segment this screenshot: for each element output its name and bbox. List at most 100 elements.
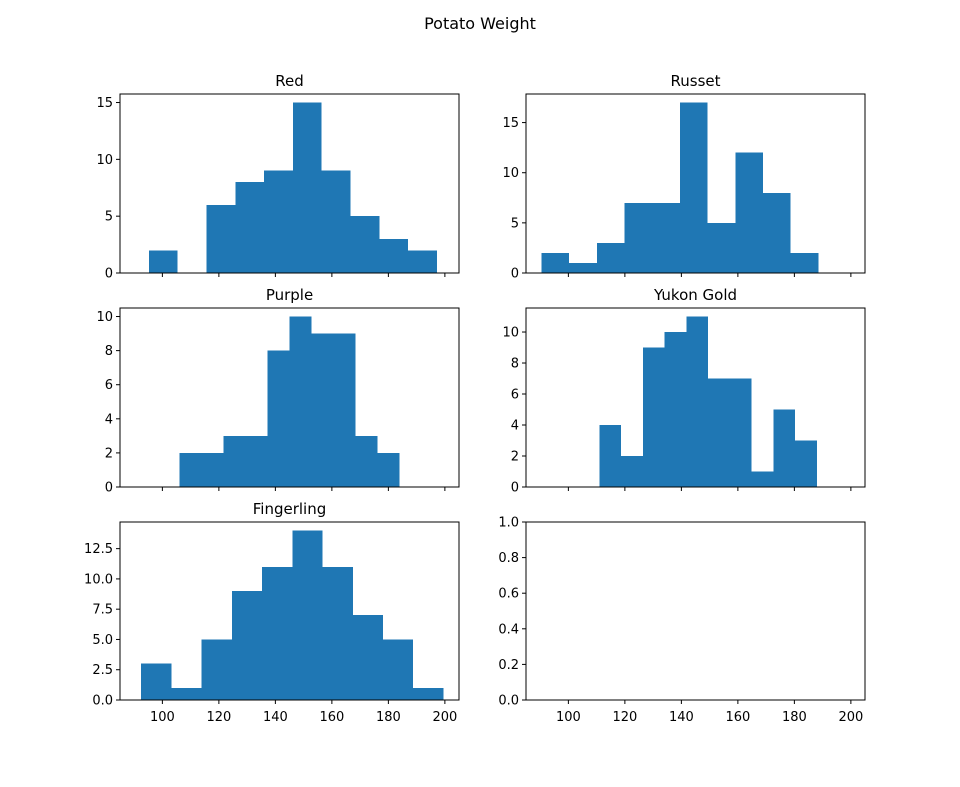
subplot-5: 0.0 2.5 5.0 7.5 10.0 12.5 100 120 140 160 180 200 Fi… <box>84 500 460 725</box>
x-tick-label: 140 <box>263 710 288 725</box>
histogram-bar <box>206 204 236 273</box>
histogram-bar <box>377 452 400 487</box>
histogram-bar <box>267 350 290 487</box>
y-tick-label: 0.6 <box>498 587 519 602</box>
histogram-bar <box>624 202 653 273</box>
y-tick-label: 0.2 <box>498 658 519 673</box>
subplot-title: Yukon Gold <box>653 286 737 304</box>
histogram-bar <box>235 182 265 273</box>
x-tick-label: 180 <box>376 710 401 725</box>
x-tick-label: 180 <box>782 710 807 725</box>
axes-frame <box>525 307 866 488</box>
axes-frame <box>525 521 866 701</box>
x-tick-label: 160 <box>725 710 750 725</box>
y-tick-label: 15 <box>96 96 113 111</box>
histogram-bar <box>311 333 334 487</box>
histogram-bar <box>383 639 414 700</box>
y-tick-label: 10 <box>502 166 519 181</box>
subplot-2: 0 5 10 15 Russet <box>502 72 866 282</box>
histogram-bar <box>148 250 178 273</box>
histogram-bar <box>751 471 774 487</box>
y-tick-label: 15 <box>502 116 519 131</box>
y-tick-label: 6 <box>511 388 519 403</box>
histogram-bar <box>262 566 293 700</box>
histogram-bar <box>141 663 172 700</box>
histogram-bar <box>596 242 625 273</box>
histogram-bar <box>292 530 323 700</box>
y-tick-label: 0 <box>105 481 113 496</box>
y-tick-label: 0.0 <box>92 694 113 709</box>
subplot-1: 0 5 10 15 Red <box>96 72 460 282</box>
subplot-3: 0 2 4 6 8 10 Purple <box>96 286 460 496</box>
x-tick-label: 100 <box>150 710 175 725</box>
histogram-bar <box>708 378 730 487</box>
y-tick-label: 6 <box>105 378 113 393</box>
x-tick-label: 200 <box>432 710 457 725</box>
y-tick-label: 0 <box>511 481 519 496</box>
histogram-bar <box>245 435 268 487</box>
x-tick-label: 100 <box>556 710 581 725</box>
axes-frame <box>119 307 460 488</box>
histogram-bar <box>679 102 708 274</box>
histogram-bar <box>541 252 570 273</box>
subplot-title: Purple <box>266 286 313 304</box>
y-tick-label: 7.5 <box>92 603 113 618</box>
histogram-bar <box>790 252 819 273</box>
y-tick-label: 2 <box>511 450 519 465</box>
y-tick-label: 0 <box>105 267 113 282</box>
y-tick-label: 0.0 <box>498 694 519 709</box>
y-tick-label: 2 <box>105 446 113 461</box>
histogram-bar <box>642 347 665 487</box>
histogram-bar <box>350 216 380 273</box>
histogram-bar <box>763 192 791 273</box>
histogram-bar <box>321 170 351 273</box>
y-tick-label: 0 <box>511 267 519 282</box>
y-tick-label: 8 <box>511 357 519 372</box>
histogram-bar <box>686 316 709 487</box>
histogram-bar <box>223 435 246 487</box>
axes-frame <box>119 93 460 274</box>
histogram-bar <box>201 452 224 487</box>
subplot-title: Russet <box>671 72 721 90</box>
histogram-bar <box>292 102 322 274</box>
histogram-bar <box>729 378 752 487</box>
histogram-bar <box>599 425 622 487</box>
subplot-4: 0 2 4 6 8 10 Yukon Gold <box>502 286 866 496</box>
histogram-bar <box>289 316 312 487</box>
histogram-bar <box>264 170 293 273</box>
histogram-bar <box>201 639 232 700</box>
y-tick-label: 10.0 <box>84 572 113 587</box>
y-tick-label: 5.0 <box>92 633 113 648</box>
histogram-bar <box>621 456 643 487</box>
histogram-bar <box>735 152 764 273</box>
figure-title: Potato Weight <box>424 14 536 33</box>
histogram-bar <box>231 591 263 700</box>
y-tick-label: 10 <box>96 153 113 168</box>
y-tick-label: 10 <box>502 326 519 341</box>
y-tick-label: 4 <box>511 419 519 434</box>
y-tick-label: 10 <box>96 310 113 325</box>
x-tick-label: 200 <box>838 710 863 725</box>
x-tick-label: 120 <box>206 710 231 725</box>
x-tick-label: 160 <box>319 710 344 725</box>
y-tick-label: 12.5 <box>84 542 113 557</box>
y-tick-label: 1.0 <box>498 516 519 531</box>
histogram-bar <box>569 262 597 273</box>
y-tick-label: 0.4 <box>498 622 519 637</box>
histogram-bar <box>355 435 378 487</box>
subplot-title: Fingerling <box>253 500 327 518</box>
x-tick-label: 120 <box>612 710 637 725</box>
axes-frame <box>119 521 460 701</box>
axes-frame <box>525 93 866 274</box>
y-tick-label: 0.8 <box>498 551 519 566</box>
histogram-bar <box>795 440 817 487</box>
histogram-bar <box>179 452 202 487</box>
histogram-bar <box>352 615 384 700</box>
y-tick-label: 4 <box>105 412 113 427</box>
histogram-bar <box>322 566 353 700</box>
histogram-bar <box>707 222 736 273</box>
y-tick-label: 2.5 <box>92 663 113 678</box>
subplot-title: Red <box>275 72 304 90</box>
histogram-bar <box>413 687 444 700</box>
